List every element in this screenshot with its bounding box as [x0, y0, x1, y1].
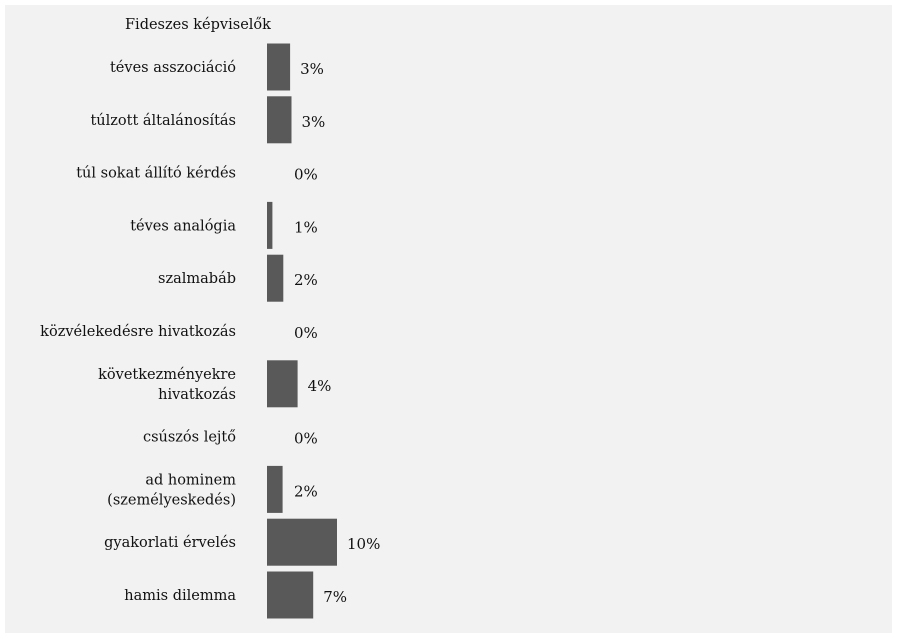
bars-layer: [267, 43, 337, 619]
bar: [267, 254, 284, 302]
bar: [267, 201, 273, 249]
category-label: túl sokat állító kérdés: [76, 166, 236, 182]
category-label: gyakorlati érvelés: [104, 535, 236, 551]
category-labels-layer: téves asszociáció túlzott általánosítás tú…: [40, 60, 236, 604]
value-label: 0%: [294, 324, 318, 342]
category-label: téves analógia: [130, 218, 236, 234]
value-label: 3%: [300, 60, 324, 78]
bar: [267, 360, 298, 408]
category-label: következményekre hivatkozás: [98, 367, 236, 403]
value-label: 2%: [294, 271, 318, 289]
category-label: ad hominem (személyeskedés): [107, 472, 236, 508]
bar-chart: Fideszes képviselők téves asszociáció túl…: [40, 17, 380, 619]
bar: [267, 465, 283, 513]
value-label: 7%: [323, 588, 347, 606]
value-label: 1%: [294, 218, 318, 236]
bar: [267, 96, 292, 144]
category-label: téves asszociáció: [110, 60, 236, 76]
value-label: 0%: [294, 430, 318, 448]
value-label: 2%: [294, 482, 318, 500]
bar: [267, 518, 337, 566]
category-label: szalmabáb: [158, 271, 236, 287]
category-label: közvélekedésre hivatkozás: [40, 324, 236, 340]
category-label: hamis dilemma: [124, 588, 236, 604]
category-label: túlzott általánosítás: [90, 113, 236, 129]
bar: [267, 571, 314, 619]
value-label: 10%: [347, 535, 380, 553]
chart-title: Fideszes képviselők: [125, 17, 271, 33]
chart-panel: Fideszes képviselők téves asszociáció túl…: [5, 5, 892, 633]
value-label: 4%: [308, 377, 332, 395]
category-label: csúszós lejtő: [143, 430, 236, 446]
bar: [267, 43, 291, 91]
value-label: 0%: [294, 166, 318, 184]
value-label: 3%: [302, 113, 326, 131]
value-labels-layer: 3% 3% 0% 1% 2% 0% 4% 0% 2% 10% 7%: [294, 60, 380, 606]
